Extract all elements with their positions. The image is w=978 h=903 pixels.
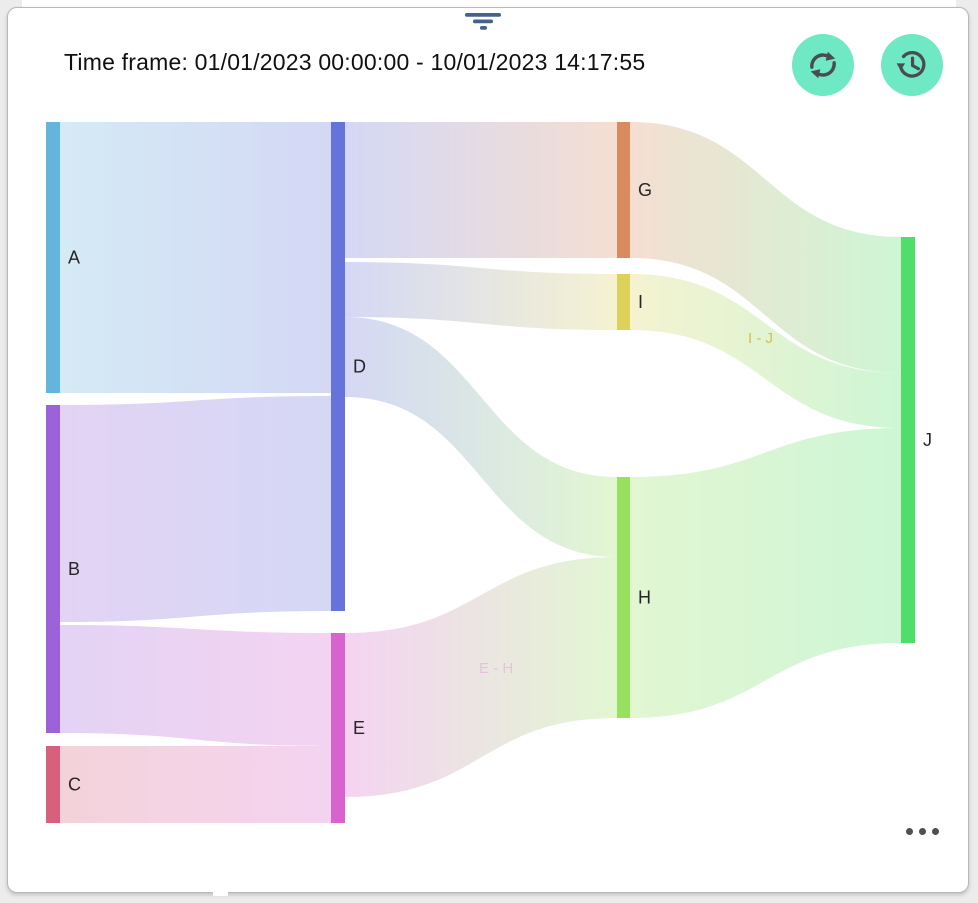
node-label-G: G: [638, 180, 652, 200]
link-B-E[interactable]: [60, 625, 331, 746]
link-H-J[interactable]: [630, 428, 901, 718]
history-button[interactable]: [881, 34, 943, 96]
link-B-D[interactable]: [60, 396, 331, 622]
node-E[interactable]: [331, 633, 345, 823]
node-J[interactable]: [901, 237, 915, 643]
node-label-A: A: [68, 248, 80, 268]
node-label-J: J: [923, 430, 932, 450]
history-icon: [895, 48, 929, 82]
node-C[interactable]: [46, 746, 60, 823]
node-label-D: D: [353, 357, 366, 377]
node-label-I: I: [638, 292, 643, 312]
node-label-H: H: [638, 588, 651, 608]
node-D[interactable]: [331, 122, 345, 611]
link-G-J[interactable]: [630, 122, 901, 373]
link-label-E-H: E - H: [479, 660, 513, 677]
time-frame-title: Time frame: 01/01/2023 00:00:00 - 10/01/…: [64, 49, 646, 75]
node-G[interactable]: [617, 122, 630, 258]
filter-handle-icon[interactable]: [460, 10, 506, 32]
link-A-D[interactable]: [60, 122, 331, 393]
border-notch: [213, 888, 228, 896]
link-C-E[interactable]: [60, 746, 331, 823]
link-D-H[interactable]: [345, 317, 617, 557]
node-A[interactable]: [46, 122, 60, 393]
node-label-E: E: [353, 718, 365, 738]
page-background-strip: [22, 0, 956, 7]
link-D-I[interactable]: [345, 262, 617, 330]
refresh-button[interactable]: [792, 34, 854, 96]
link-label-I-J: I - J: [748, 330, 773, 347]
link-I-J[interactable]: [630, 274, 901, 428]
link-D-G[interactable]: [345, 122, 617, 258]
node-label-C: C: [68, 775, 81, 795]
node-B[interactable]: [46, 405, 60, 733]
node-label-B: B: [68, 559, 80, 579]
ellipsis-icon: [905, 827, 939, 835]
node-I[interactable]: [617, 274, 630, 330]
more-options-button[interactable]: [897, 821, 947, 841]
refresh-icon: [806, 48, 840, 82]
node-H[interactable]: [617, 477, 630, 718]
link-E-H[interactable]: [345, 557, 617, 797]
